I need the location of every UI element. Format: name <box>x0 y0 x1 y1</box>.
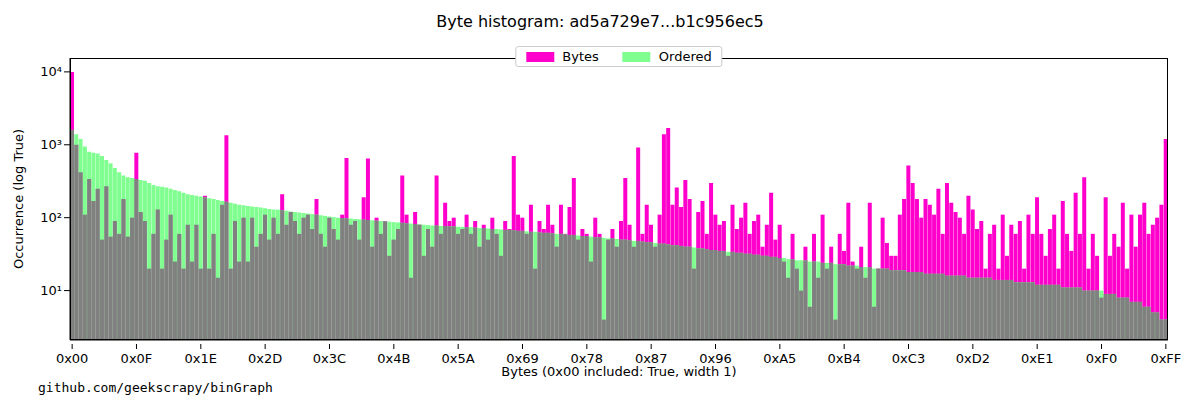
svg-text:0xF0: 0xF0 <box>1086 351 1118 366</box>
svg-text:0xFF: 0xFF <box>1150 351 1181 366</box>
svg-text:0xC3: 0xC3 <box>892 351 925 366</box>
svg-text:0x0F: 0x0F <box>121 351 153 366</box>
html-text:Byte histogram: ad5a729e7...b1: Byte histogram: ad5a729e7...b1c956ec5 <box>436 12 764 31</box>
svg-text:0xB4: 0xB4 <box>828 351 861 366</box>
svg-text:10³: 10³ <box>40 137 62 152</box>
html-text:Ordered: Ordered <box>658 49 712 64</box>
svg-text:0x3C: 0x3C <box>313 351 346 366</box>
svg-text:10⁴: 10⁴ <box>40 64 62 79</box>
html-text:github.com/geekscrapy/binGraph: github.com/geekscrapy/binGraph <box>38 380 273 395</box>
svg-text:0xE1: 0xE1 <box>1021 351 1053 366</box>
svg-text:0x87: 0x87 <box>635 351 668 366</box>
svg-text:0xD2: 0xD2 <box>956 351 990 366</box>
svg-text:0x5A: 0x5A <box>442 351 475 366</box>
svg-text:0x00: 0x00 <box>56 351 89 366</box>
svg-text:0x69: 0x69 <box>506 351 539 366</box>
svg-text:0x4B: 0x4B <box>377 351 410 366</box>
svg-text:0x78: 0x78 <box>571 351 604 366</box>
html-text:Occurrence (log True): Occurrence (log True) <box>10 128 26 270</box>
svg-text:10¹: 10¹ <box>40 283 62 298</box>
svg-text:0x1E: 0x1E <box>185 351 217 366</box>
svg-text:0xA5: 0xA5 <box>763 351 796 366</box>
svg-text:0x96: 0x96 <box>699 351 732 366</box>
svg-text:10²: 10² <box>40 210 62 225</box>
html-text:Bytes (0x00 included: True, wi: Bytes (0x00 included: True, width 1) <box>501 364 737 379</box>
svg-text:0x2D: 0x2D <box>248 351 282 366</box>
html-text:Bytes: Bytes <box>562 49 599 64</box>
